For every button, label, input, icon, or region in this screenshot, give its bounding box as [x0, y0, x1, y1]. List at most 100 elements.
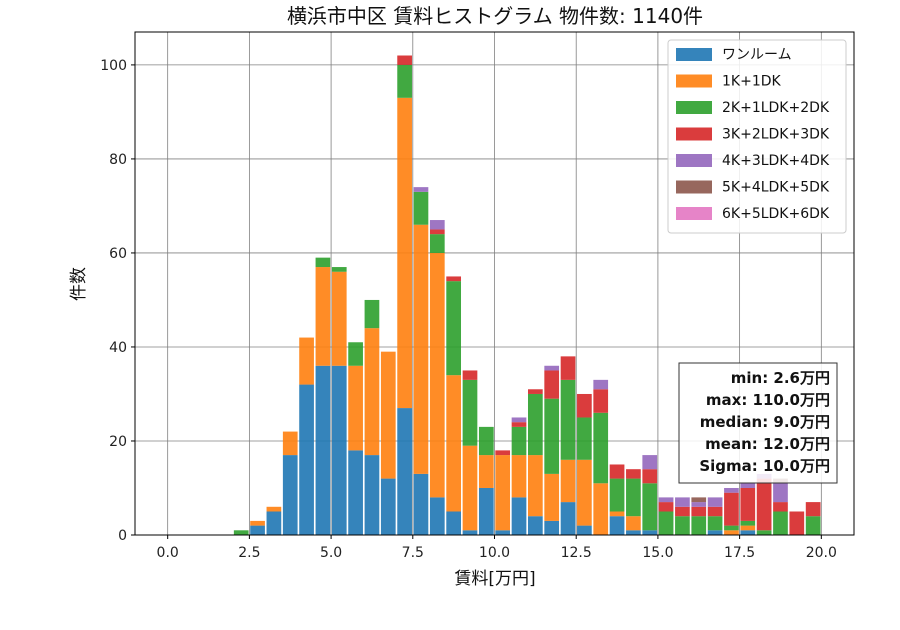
bar-segment-1: [544, 520, 560, 535]
bar-segment-1: [397, 408, 412, 535]
bar-segment-3: [609, 478, 625, 512]
y-tick-label: 0: [118, 528, 127, 544]
bar-segment-1: [740, 530, 756, 535]
bar-segment-1: [429, 497, 445, 535]
bar-segment-2: [282, 431, 298, 456]
bar-segment-4: [462, 370, 478, 380]
stats-median: median: 9.0万円: [700, 413, 830, 431]
bar-segment-3: [397, 64, 412, 98]
legend-label: 1K+1DK: [722, 74, 782, 90]
bar-segment-1: [560, 502, 576, 535]
bar-segment-1: [609, 516, 625, 535]
bar-segment-5: [740, 483, 756, 488]
bar-segment-3: [527, 393, 543, 456]
bar-segment-3: [593, 412, 609, 484]
bar-segment-3: [413, 191, 429, 225]
bar-segment-4: [691, 506, 707, 517]
bar-segment-2: [593, 483, 609, 535]
y-tick-label: 20: [109, 434, 127, 450]
bar-segment-4: [658, 502, 674, 512]
bar-segment-2: [266, 506, 282, 512]
stats-frame: [678, 362, 838, 484]
bar-segment-3: [560, 379, 576, 460]
bar-segment-1: [495, 530, 511, 535]
bar-segment-5: [511, 417, 527, 423]
bar-segment-3: [478, 426, 494, 456]
stats-max: max: 110.0万円: [706, 391, 830, 409]
bar-segment-1: [527, 516, 543, 535]
bar-segment-5: [773, 483, 788, 503]
bar-segment-5: [642, 455, 658, 470]
stats-min: min: 2.6万円: [731, 369, 830, 387]
bar-segment-2: [495, 455, 511, 531]
x-tick-label: 5.0: [320, 545, 342, 561]
x-tick-label: 7.5: [402, 545, 424, 561]
bar-segment-5: [413, 187, 429, 192]
bar-segment-1: [478, 487, 494, 535]
bars: [233, 55, 821, 535]
x-tick-label: 10.0: [479, 545, 510, 561]
bar-segment-2: [478, 455, 494, 488]
bar-segment-1: [380, 478, 396, 535]
bar-segment-2: [462, 445, 478, 531]
bar-segment-5: [593, 379, 609, 390]
bar-segment-3: [724, 525, 739, 531]
bar-segment-4: [707, 506, 723, 517]
bar-segment-4: [511, 422, 527, 427]
bar-segment-4: [495, 450, 511, 456]
y-axis-title: 件数: [69, 267, 89, 301]
legend-swatch: [676, 154, 712, 167]
legend-label: 4K+3LDK+4DK: [722, 153, 830, 169]
bar-segment-1: [348, 450, 363, 535]
bar-segment-4: [626, 469, 641, 479]
bar-segment-1: [642, 530, 658, 535]
bar-segment-3: [364, 299, 380, 329]
bar-segment-5: [675, 497, 690, 507]
legend-swatch: [676, 101, 712, 114]
bar-segment-4: [577, 393, 592, 418]
bar-segment-4: [609, 464, 625, 479]
stats-mean: mean: 12.0万円: [705, 435, 830, 453]
bar-segment-4: [740, 487, 756, 521]
bar-segment-4: [446, 276, 462, 282]
bar-segment-6: [691, 497, 707, 503]
bar-segment-3: [348, 342, 363, 366]
bar-segment-2: [527, 455, 543, 517]
bar-segment-4: [773, 502, 788, 512]
bar-segment-3: [331, 267, 347, 272]
bar-segment-5: [429, 220, 445, 230]
x-axis-ticks: 0.0 2.5 5.0 7.5 10.0 12.5 15.0 17.5 20.0: [157, 535, 837, 561]
stats-sigma: Sigma: 10.0万円: [699, 457, 830, 475]
legend-label: 2K+1LDK+2DK: [722, 100, 830, 116]
bar-segment-3: [658, 511, 674, 535]
bar-segment-5: [658, 497, 674, 503]
bar-segment-3: [544, 398, 560, 474]
bar-segment-1: [577, 525, 592, 535]
bar-segment-2: [397, 97, 412, 409]
x-tick-label: 0.0: [157, 545, 179, 561]
bar-segment-1: [364, 455, 380, 535]
bar-segment-2: [380, 351, 396, 479]
x-tick-label: 17.5: [724, 545, 755, 561]
y-tick-label: 80: [109, 152, 127, 168]
legend: ワンルーム 1K+1DK 2K+1LDK+2DK 3K+2LDK+3DK 4K+3LDK…: [667, 39, 847, 234]
bar-segment-3: [429, 234, 445, 253]
bar-segment-2: [609, 511, 625, 517]
legend-swatch: [676, 127, 712, 141]
bar-segment-1: [446, 511, 462, 535]
bar-segment-1: [282, 455, 298, 535]
legend-label: 5K+4LDK+5DK: [722, 180, 830, 196]
bar-segment-2: [577, 459, 592, 526]
legend-label: 3K+2LDK+3DK: [722, 127, 830, 143]
bar-segment-2: [544, 473, 560, 521]
bar-segment-4: [397, 55, 412, 65]
bar-segment-3: [691, 516, 707, 535]
bar-segment-4: [642, 469, 658, 484]
x-tick-label: 20.0: [806, 545, 837, 561]
legend-label: ワンルーム: [722, 47, 792, 63]
y-tick-label: 40: [109, 340, 127, 356]
bar-segment-4: [756, 478, 772, 531]
stats-box: min: 2.6万円 max: 110.0万円 median: 9.0万円 me…: [678, 362, 838, 484]
legend-swatch: [676, 207, 712, 220]
bar-segment-4: [527, 389, 543, 394]
